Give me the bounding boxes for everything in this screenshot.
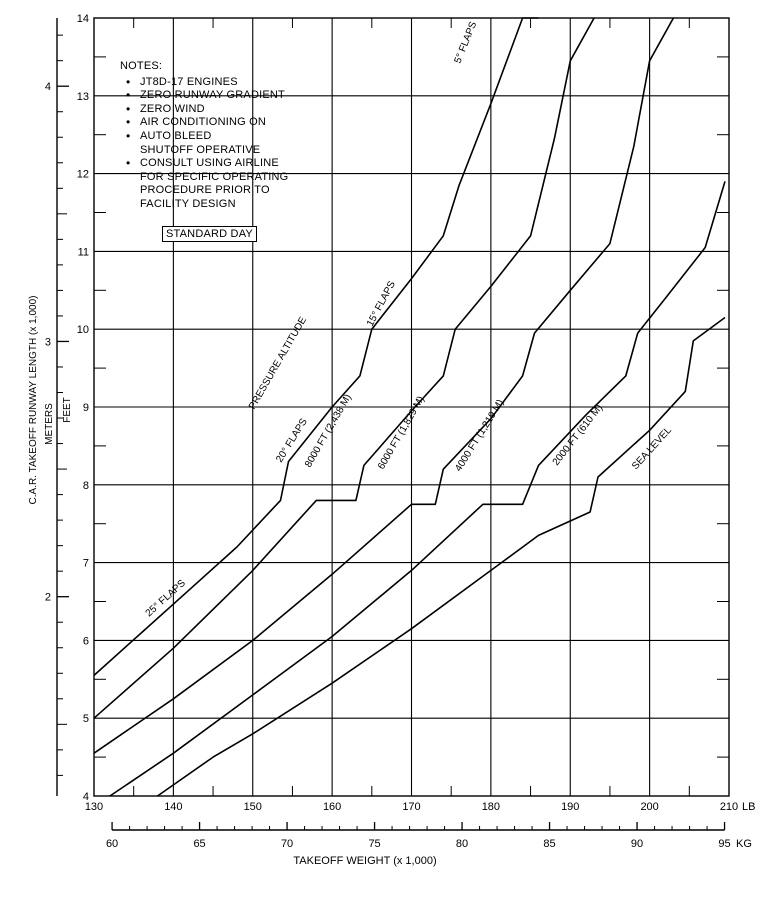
x-tick-label: 190 xyxy=(561,801,579,813)
notes-list: JT8D-17 ENGINESZERO RUNWAY GRADIENTZERO … xyxy=(120,76,320,212)
notes-box: NOTES: JT8D-17 ENGINESZERO RUNWAY GRADIE… xyxy=(120,60,320,212)
kg-tick-label: 80 xyxy=(456,838,468,850)
kg-tick-label: 65 xyxy=(193,838,205,850)
y-tick-label: 8 xyxy=(83,480,89,492)
x-unit-kg: KG xyxy=(736,838,752,850)
series-label: SEA LEVEL xyxy=(630,425,674,472)
x-tick-label: 150 xyxy=(244,801,262,813)
series-line-4 xyxy=(109,181,726,797)
y-tick-label: 5 xyxy=(83,713,89,725)
y-unit-meters: METERS xyxy=(44,403,55,445)
y-tick-label: 7 xyxy=(83,558,89,570)
series-label: 8000 FT (2,438 M) xyxy=(303,392,354,469)
kg-tick-label: 60 xyxy=(106,838,118,850)
x-tick-label: 160 xyxy=(323,801,341,813)
series-label: 2000 FT (610 M) xyxy=(551,403,605,468)
y-tick-label: 11 xyxy=(78,246,89,258)
kg-tick-label: 95 xyxy=(718,838,730,850)
x-tick-label: 180 xyxy=(482,801,500,813)
meters-tick-label: 2 xyxy=(45,592,51,604)
x-tick-label: 170 xyxy=(402,801,420,813)
series-line-1 xyxy=(93,17,539,676)
y-unit-feet: FEET xyxy=(62,397,73,423)
flap-label: 5° FLAPS xyxy=(453,20,480,65)
x-tick-label: 130 xyxy=(85,801,103,813)
x-axis-title: TAKEOFF WEIGHT (x 1,000) xyxy=(293,855,436,867)
axis-layer: 130 140 150 160 170 180 190 200 210 LB 4 5 6 7 8 9 10 11 1… xyxy=(28,13,755,867)
meters-tick-label: 4 xyxy=(45,81,51,93)
note-item: JT8D-17 ENGINES xyxy=(120,76,320,90)
series-line-3 xyxy=(93,17,675,754)
meters-tick-label: 3 xyxy=(45,336,51,348)
note-item: AIR CONDITIONING ON xyxy=(120,116,320,130)
y-tick-label: 12 xyxy=(77,169,89,181)
series-label: 6000 FT (1,829 M) xyxy=(376,394,427,471)
x-tick-label: 210 xyxy=(720,801,738,813)
flap-label: 15° FLAPS xyxy=(365,279,398,328)
kg-tick-label: 75 xyxy=(368,838,380,850)
y-tick-label: 10 xyxy=(77,324,89,336)
note-item: ZERO WIND xyxy=(120,103,320,117)
series-line-5 xyxy=(157,316,726,797)
kg-tick-label: 70 xyxy=(281,838,293,850)
y-tick-label: 4 xyxy=(83,791,89,803)
y-tick-label: 9 xyxy=(83,402,89,414)
series-label: 4000 FT (1,219 M) xyxy=(453,398,506,474)
kg-tick-label: 85 xyxy=(543,838,555,850)
series-line-2 xyxy=(93,17,595,719)
flap-label: 25° FLAPS xyxy=(144,578,188,620)
y-tick-label: 6 xyxy=(83,635,89,647)
y-tick-label: 14 xyxy=(77,13,89,25)
standard-day-label: STANDARD DAY xyxy=(162,226,257,242)
x-tick-label: 140 xyxy=(164,801,182,813)
y-tick-label: 13 xyxy=(77,91,89,103)
kg-tick-label: 90 xyxy=(631,838,643,850)
y-axis-title: C.A.R. TAKEOFF RUNWAY LENGTH (x 1,000) xyxy=(28,296,39,505)
notes-header: NOTES: xyxy=(120,60,163,72)
note-item: ZERO RUNWAY GRADIENT xyxy=(120,89,320,103)
x-unit-lb: LB xyxy=(742,801,755,813)
x-tick-label: 200 xyxy=(640,801,658,813)
series-layer xyxy=(93,17,726,797)
